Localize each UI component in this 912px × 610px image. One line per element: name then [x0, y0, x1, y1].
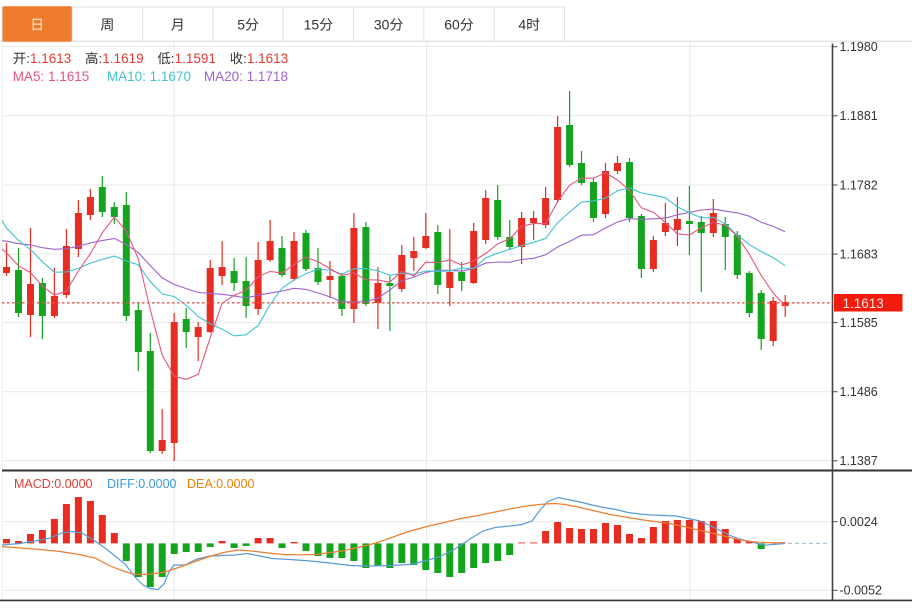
- svg-text::: :: [99, 51, 103, 66]
- svg-text:DIFF:0.0000: DIFF:0.0000: [107, 477, 177, 491]
- svg-text:MA20: 1.1718: MA20: 1.1718: [204, 69, 288, 84]
- svg-text:1.1591: 1.1591: [175, 51, 216, 66]
- svg-text:-0.0052: -0.0052: [840, 584, 882, 598]
- svg-text:1.1613: 1.1613: [30, 51, 71, 66]
- svg-text:1.1387: 1.1387: [840, 454, 878, 468]
- svg-text:MACD:0.0000: MACD:0.0000: [14, 477, 93, 491]
- svg-text::: :: [171, 51, 175, 66]
- svg-text:DEA:0.0000: DEA:0.0000: [187, 477, 254, 491]
- svg-text:1.1486: 1.1486: [840, 385, 878, 399]
- svg-text:0.0024: 0.0024: [840, 515, 878, 529]
- svg-text:1.1619: 1.1619: [102, 51, 143, 66]
- svg-text:5: 5: [237, 17, 245, 33]
- svg-text:30: 30: [374, 17, 390, 33]
- svg-text:1.1613: 1.1613: [843, 296, 884, 311]
- svg-text:1.1683: 1.1683: [840, 247, 878, 261]
- svg-text:1.1585: 1.1585: [840, 316, 878, 330]
- svg-text::: :: [26, 51, 30, 66]
- svg-text:1.1782: 1.1782: [840, 178, 878, 192]
- svg-text:1.1881: 1.1881: [840, 109, 878, 123]
- svg-text:MA10: 1.1670: MA10: 1.1670: [107, 69, 191, 84]
- svg-text:1.1613: 1.1613: [247, 51, 288, 66]
- svg-text:4: 4: [518, 17, 526, 33]
- svg-text:MA5: 1.1615: MA5: 1.1615: [13, 69, 90, 84]
- svg-text:1.1980: 1.1980: [840, 40, 878, 54]
- svg-text::: :: [243, 51, 247, 66]
- svg-text:60: 60: [444, 17, 460, 33]
- svg-text:15: 15: [304, 17, 320, 33]
